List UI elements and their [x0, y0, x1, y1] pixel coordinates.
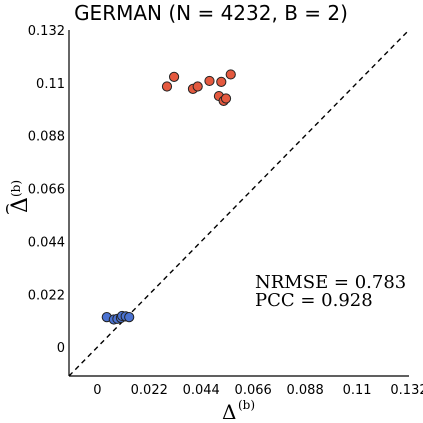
- pcc-annotation: PCC = 0.928: [255, 290, 373, 311]
- x-tick-label: 0: [93, 383, 101, 398]
- y-tick-labels: 0 0.022 0.044 0.066 0.088 0.11 0.132: [28, 24, 65, 356]
- y-axis-label-hat: ⌢: [0, 203, 17, 215]
- x-tick-label: 0.088: [287, 383, 324, 398]
- axes-layer: [68, 30, 409, 377]
- x-axis-label: Δ (b): [222, 398, 255, 423]
- y-axis-label-main: Δ: [8, 197, 33, 213]
- data-point: [204, 75, 215, 87]
- y-axis-label-superscript: (b): [9, 180, 23, 197]
- y-tick-label: 0.088: [28, 130, 65, 145]
- nrmse-annotation: NRMSE = 0.783: [255, 272, 406, 293]
- y-tick-label: 0.044: [28, 235, 65, 250]
- x-tick-label: 0.022: [131, 383, 168, 398]
- x-tick-label: 0.066: [235, 383, 272, 398]
- x-axis-label-superscript: (b): [238, 398, 255, 412]
- x-tick-label: 0.044: [183, 383, 220, 398]
- y-tick-label: 0.11: [36, 77, 65, 92]
- x-tick-label: 0.132: [390, 383, 423, 398]
- y-tick-label: 0.132: [28, 24, 65, 39]
- data-point: [220, 93, 232, 104]
- y-tick-label: 0.022: [28, 288, 65, 303]
- x-tick-label: 0.11: [343, 383, 372, 398]
- data-point: [225, 69, 236, 80]
- point-group-1: [101, 310, 135, 325]
- data-point: [124, 312, 135, 323]
- data-point: [216, 76, 227, 88]
- data-point: [192, 81, 203, 92]
- y-tick-label: 0.066: [28, 183, 65, 198]
- y-axis-label: Δ ⌢ (b): [0, 180, 33, 215]
- data-point: [168, 71, 180, 82]
- data-point: [161, 81, 173, 92]
- identity-reference-line: [68, 29, 410, 377]
- x-axis-label-main: Δ: [222, 400, 236, 423]
- data-points: [101, 69, 236, 325]
- chart-title: GERMAN (N = 4232, B = 2): [74, 1, 348, 25]
- x-tick-labels: 0 0.022 0.044 0.066 0.088 0.11 0.132: [93, 383, 423, 398]
- y-tick-label: 0: [57, 341, 65, 356]
- point-group-0: [161, 69, 236, 106]
